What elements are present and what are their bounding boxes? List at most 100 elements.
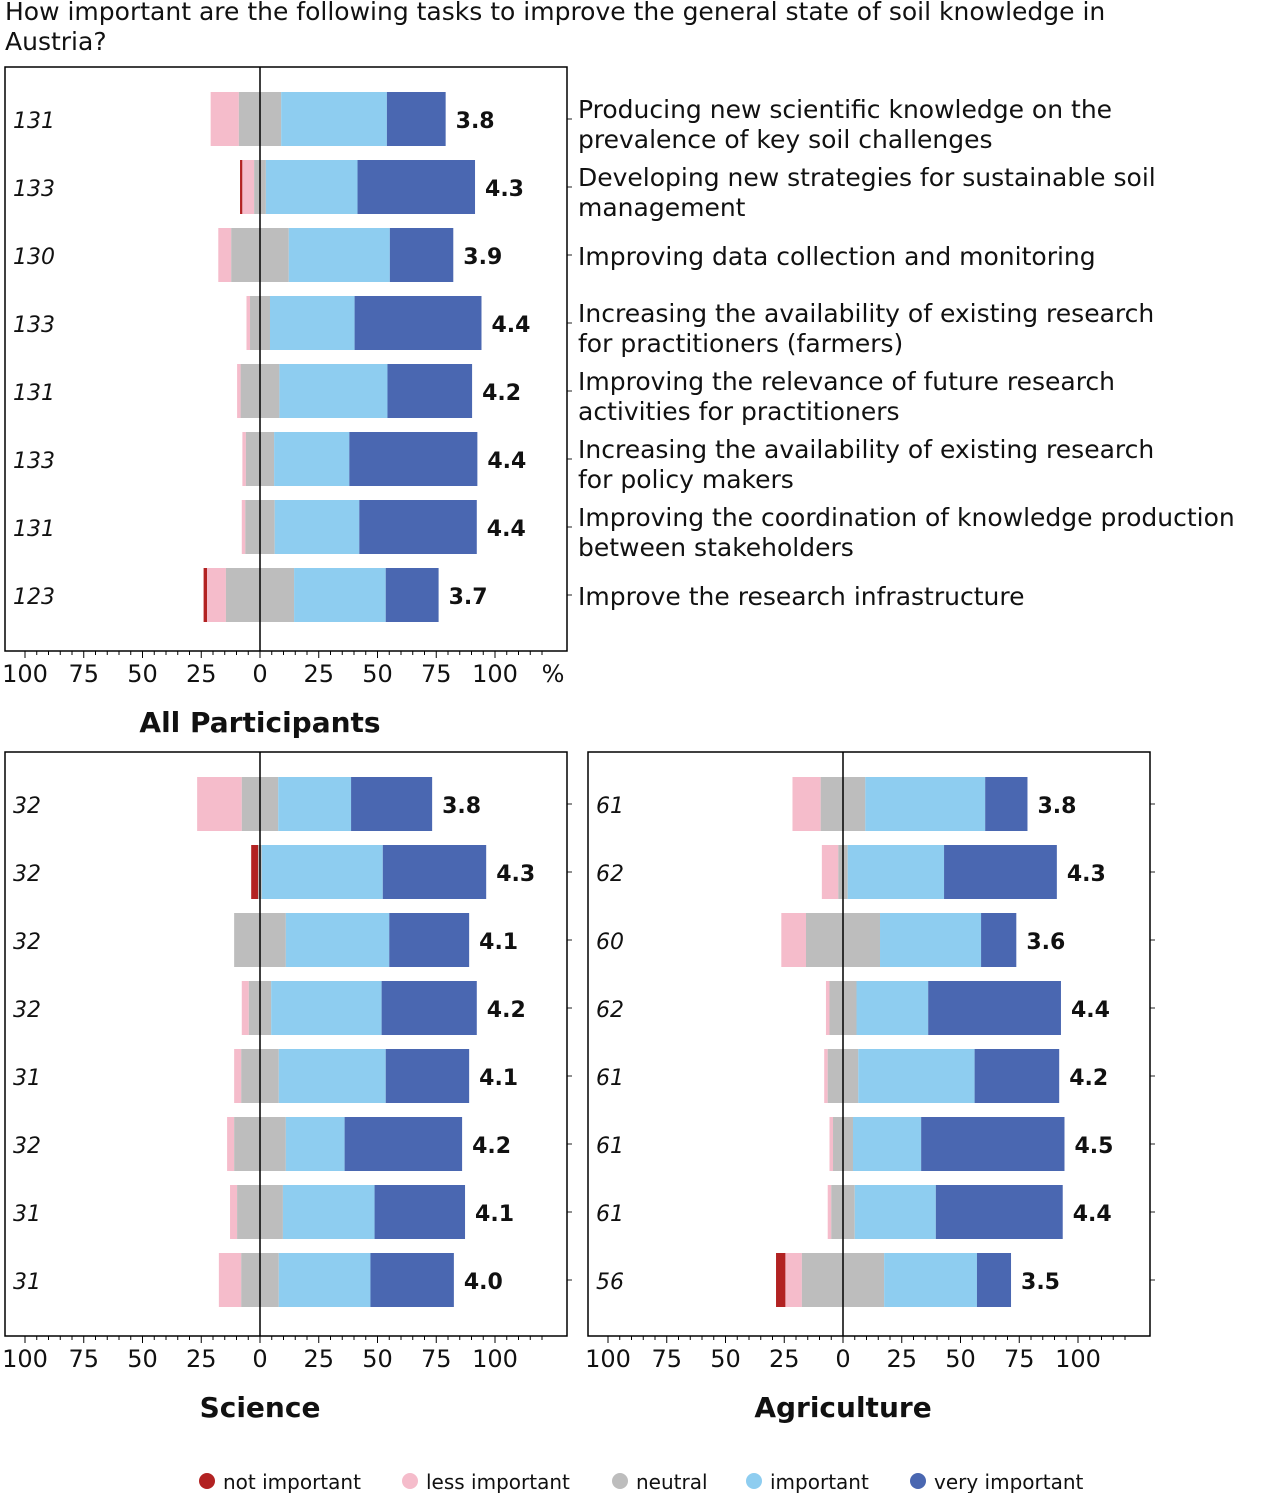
mean-label: 4.2: [482, 381, 521, 406]
bar-segment-very-important: [976, 1253, 1012, 1307]
mean-label: 3.5: [1021, 1270, 1060, 1295]
x-tick-label: 100: [2, 1345, 48, 1373]
panel-title: All Participants: [139, 706, 380, 739]
bar-segment-very-important: [344, 1117, 463, 1171]
n-label: 61: [596, 1134, 624, 1159]
x-tick-label: 100: [472, 1345, 518, 1373]
mean-label: 4.5: [1074, 1134, 1113, 1159]
x-tick-label: 50: [127, 660, 158, 688]
n-label: 32: [13, 1134, 41, 1159]
bar-segment-important: [274, 432, 350, 486]
question-title: How important are the following tasks to…: [5, 0, 1105, 26]
n-label: 131: [13, 517, 55, 542]
question-title: Austria?: [5, 27, 107, 56]
bar-segment-very-important: [357, 160, 476, 214]
bar-segment-important: [865, 777, 986, 831]
bar-segment-not-important: [776, 1253, 786, 1307]
x-tick-label: 50: [127, 1345, 158, 1373]
bar-segment-important: [294, 568, 386, 622]
bar-segment-very-important: [921, 1117, 1065, 1171]
bar-segment-very-important: [349, 432, 478, 486]
panel-title: Science: [200, 1391, 321, 1424]
bar-segment-important: [261, 845, 383, 899]
mean-label: 4.1: [479, 1066, 518, 1091]
mean-label: 4.1: [475, 1202, 514, 1227]
task-label: Improving data collection and monitoring: [578, 242, 1096, 271]
mean-label: 4.4: [1073, 1202, 1112, 1227]
task-label: for policy makers: [578, 465, 794, 494]
x-tick-label: 25: [186, 1345, 217, 1373]
bar-segment-important: [854, 1185, 936, 1239]
bar-segment-less-important: [237, 364, 241, 418]
bar-segment-important: [282, 1185, 375, 1239]
task-label: Improving the relevance of future resear…: [578, 367, 1115, 396]
n-label: 123: [13, 585, 55, 610]
bar-segment-less-important: [242, 432, 246, 486]
plot-frame: [4, 751, 568, 1337]
x-tick-label: 50: [362, 1345, 393, 1373]
legend-label: very important: [934, 1470, 1084, 1493]
mean-label: 3.9: [463, 245, 502, 270]
bar-segment-less-important: [207, 568, 226, 622]
bar-segment-less-important: [210, 92, 239, 146]
task-label: Improve the research infrastructure: [578, 582, 1024, 611]
bar-segment-important: [858, 1049, 975, 1103]
x-tick-label: 50: [362, 660, 393, 688]
n-label: 61: [596, 1202, 624, 1227]
mean-label: 4.2: [472, 1134, 511, 1159]
bar-segment-very-important: [944, 845, 1057, 899]
bar-segment-important: [285, 1117, 345, 1171]
n-label: 31: [13, 1270, 41, 1295]
bar-segment-very-important: [370, 1253, 454, 1307]
task-label: management: [578, 193, 746, 222]
bar-segment-important: [274, 500, 360, 554]
bar-segment-very-important: [387, 364, 473, 418]
bar-segment-less-important: [241, 500, 246, 554]
bar-segment-less-important: [230, 1185, 238, 1239]
bar-segment-important: [852, 1117, 922, 1171]
mean-label: 4.1: [479, 930, 518, 955]
x-tick-label: 75: [68, 1345, 99, 1373]
bar-segment-important: [880, 913, 982, 967]
bar-segment-important: [271, 981, 382, 1035]
n-label: 133: [13, 177, 55, 202]
legend-label: not important: [223, 1470, 361, 1493]
legend-marker: [199, 1473, 215, 1489]
x-tick-label: 100: [2, 660, 48, 688]
bar-segment-important: [265, 160, 358, 214]
task-label: between stakeholders: [578, 533, 854, 562]
bar-segment-important: [281, 92, 387, 146]
legend-label: important: [770, 1470, 869, 1493]
mean-label: 4.2: [1069, 1066, 1108, 1091]
mean-label: 3.8: [442, 794, 481, 819]
x-tick-label: 25: [769, 1345, 800, 1373]
x-tick-label: 75: [68, 660, 99, 688]
mean-label: 3.8: [456, 109, 495, 134]
bar-segment-very-important: [985, 777, 1028, 831]
legend-label: neutral: [636, 1470, 708, 1493]
bar-segment-very-important: [354, 296, 482, 350]
bar-segment-less-important: [241, 981, 249, 1035]
task-label: for practitioners (farmers): [578, 329, 903, 358]
task-label: prevalence of key soil challenges: [578, 125, 993, 154]
x-tick-label: 75: [421, 1345, 452, 1373]
mean-label: 4.3: [1067, 862, 1106, 887]
n-label: 32: [13, 930, 41, 955]
bar-segment-important: [278, 1253, 371, 1307]
n-label: 32: [13, 862, 41, 887]
x-tick-label: 0: [252, 1345, 267, 1373]
task-label: Producing new scientific knowledge on th…: [578, 95, 1112, 124]
n-label: 131: [13, 381, 55, 406]
mean-label: 4.4: [1071, 998, 1110, 1023]
x-tick-label: 50: [710, 1345, 741, 1373]
x-tick-label: 75: [421, 660, 452, 688]
x-tick-label: 75: [651, 1345, 682, 1373]
panel-title: Agriculture: [754, 1391, 931, 1424]
x-tick-label: 0: [835, 1345, 850, 1373]
x-unit-label: %: [542, 660, 565, 688]
x-tick-label: 100: [472, 660, 518, 688]
legend-marker: [612, 1473, 628, 1489]
x-tick-label: 100: [1055, 1345, 1101, 1373]
bar-segment-very-important: [385, 568, 439, 622]
